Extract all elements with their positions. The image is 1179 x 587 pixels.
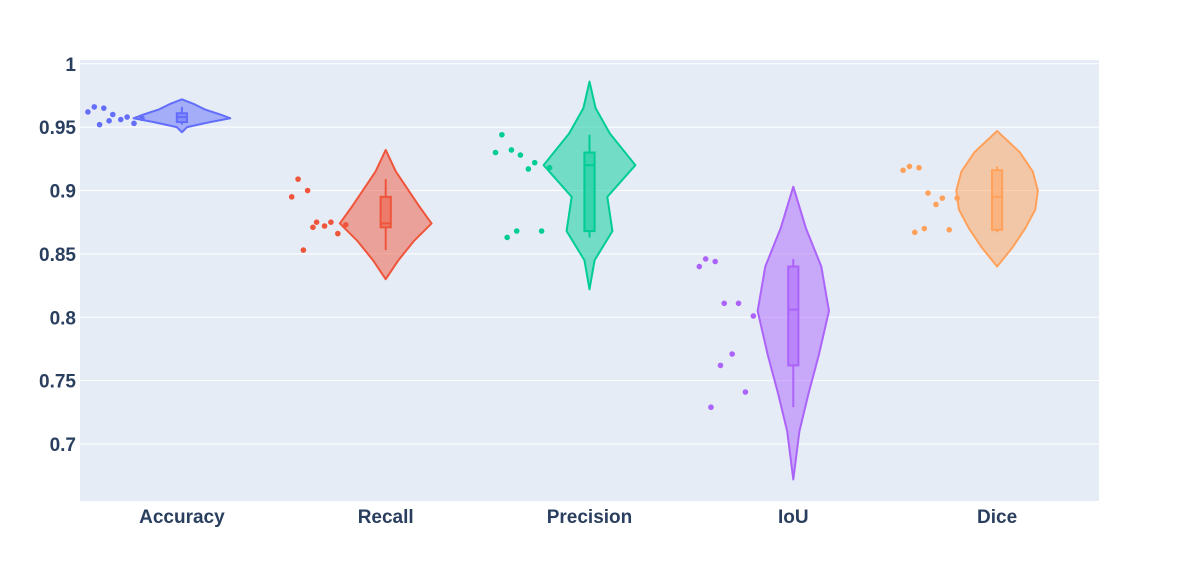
data-point — [117, 116, 124, 123]
data-point — [717, 362, 724, 369]
data-point — [939, 195, 946, 201]
x-axis-tick-labels: Accuracy Recall Precision IoU Dice — [139, 507, 1017, 528]
data-point — [531, 159, 538, 166]
series-precision — [492, 80, 637, 291]
data-point — [91, 104, 98, 110]
y-tick-label: 0.9 — [50, 182, 76, 203]
data-point — [538, 228, 545, 234]
series-dice — [900, 129, 1039, 268]
x-tick-label: IoU — [778, 507, 809, 528]
x-tick-label: Accuracy — [139, 507, 225, 528]
data-point — [513, 228, 520, 234]
series-iou — [696, 185, 830, 481]
data-point — [85, 109, 91, 115]
data-point — [499, 131, 505, 138]
data-point — [288, 194, 295, 200]
data-point — [328, 219, 334, 226]
data-point — [304, 187, 311, 194]
data-point — [110, 111, 116, 118]
data-point — [708, 404, 714, 411]
y-tick-label: 0.85 — [39, 245, 76, 266]
iqr-box — [379, 195, 392, 229]
data-point — [295, 176, 301, 182]
data-point — [721, 300, 728, 307]
y-tick-label: 0.75 — [39, 372, 76, 393]
data-point — [925, 190, 931, 196]
data-point — [712, 258, 719, 265]
data-point — [335, 230, 341, 237]
data-point — [702, 256, 709, 262]
data-point — [508, 147, 515, 153]
data-point — [124, 114, 130, 120]
data-point — [696, 263, 703, 270]
series-recall — [288, 148, 433, 281]
x-tick-label: Recall — [358, 507, 414, 528]
iqr-box — [787, 265, 800, 367]
y-tick-label: 0.95 — [39, 118, 76, 139]
data-point — [106, 118, 112, 124]
data-point — [946, 227, 953, 233]
data-point — [504, 234, 510, 241]
iqr-box — [991, 169, 1004, 231]
x-tick-label: Dice — [977, 507, 1017, 528]
data-point — [729, 351, 735, 357]
data-point — [96, 121, 103, 128]
series-layer — [85, 80, 1039, 481]
data-point — [933, 201, 939, 208]
data-point — [517, 152, 524, 158]
data-point — [750, 313, 757, 319]
data-point — [131, 120, 137, 127]
data-point — [525, 166, 532, 172]
data-point — [735, 300, 742, 307]
data-point — [310, 224, 316, 231]
data-point — [313, 219, 320, 226]
y-tick-label: 1 — [65, 55, 76, 76]
y-axis-tick-labels: 0.7 0.75 0.8 0.85 0.9 0.95 1 — [39, 55, 76, 456]
data-point — [742, 389, 749, 395]
data-point — [911, 229, 918, 236]
data-point — [492, 149, 499, 156]
data-point — [101, 105, 107, 111]
y-tick-label: 0.8 — [50, 308, 76, 329]
y-tick-label: 0.7 — [50, 435, 76, 456]
data-point — [300, 247, 307, 253]
series-accuracy — [85, 98, 232, 134]
data-point — [916, 164, 922, 171]
iqr-box — [583, 151, 596, 233]
data-point — [900, 167, 906, 174]
data-point — [921, 225, 928, 232]
data-point — [906, 163, 913, 170]
data-point — [321, 223, 328, 229]
x-tick-label: Precision — [547, 507, 633, 528]
